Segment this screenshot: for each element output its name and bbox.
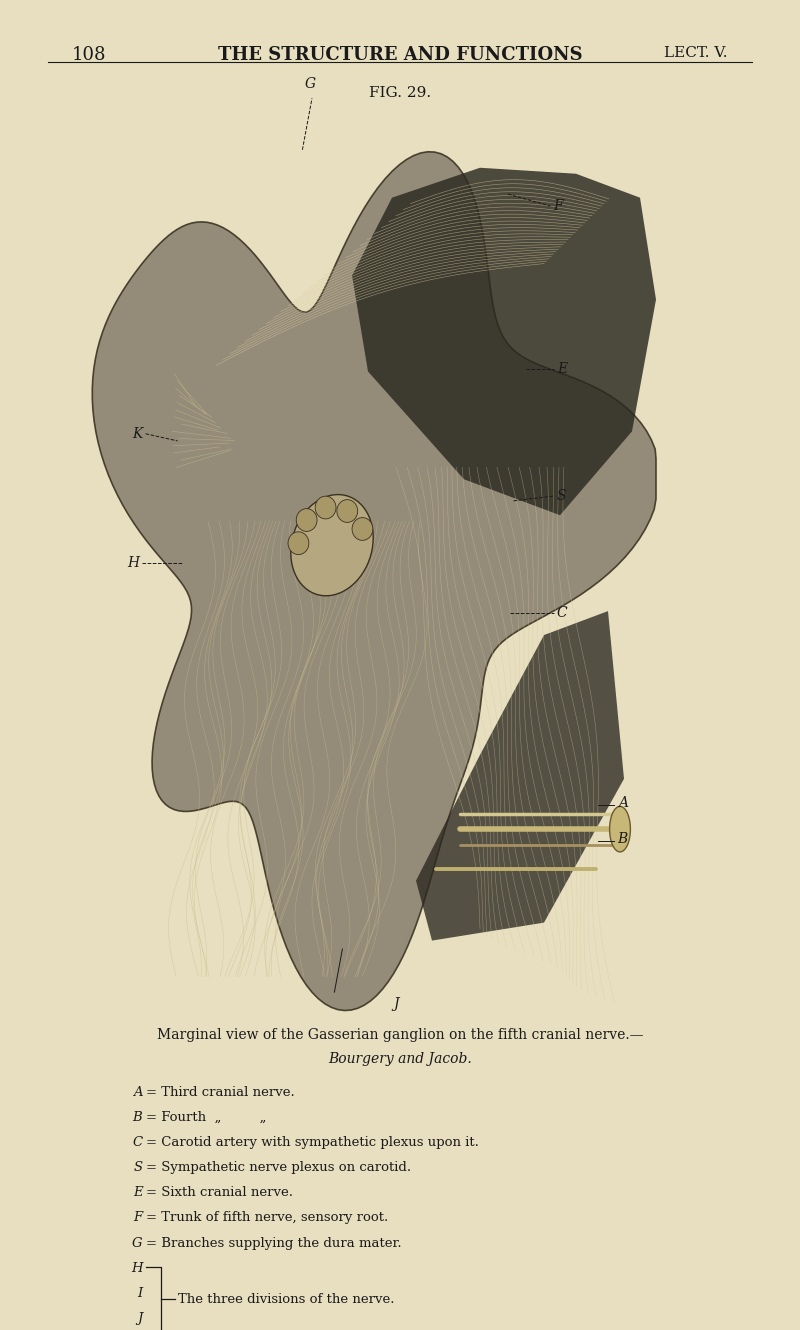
Text: K: K bbox=[132, 427, 142, 440]
Ellipse shape bbox=[296, 508, 317, 532]
Text: = Trunk of fifth nerve, sensory root.: = Trunk of fifth nerve, sensory root. bbox=[146, 1212, 389, 1225]
Text: FIG. 29.: FIG. 29. bbox=[369, 86, 431, 100]
Text: G: G bbox=[132, 1237, 142, 1250]
Ellipse shape bbox=[288, 532, 309, 555]
Ellipse shape bbox=[610, 806, 630, 853]
Text: = Sixth cranial nerve.: = Sixth cranial nerve. bbox=[146, 1186, 294, 1200]
Text: 108: 108 bbox=[72, 45, 106, 64]
Text: H: H bbox=[127, 556, 139, 571]
Text: = Branches supplying the dura mater.: = Branches supplying the dura mater. bbox=[146, 1237, 402, 1250]
Text: E: E bbox=[557, 362, 567, 376]
Polygon shape bbox=[92, 152, 656, 1011]
Text: C: C bbox=[132, 1136, 142, 1149]
Text: LECT. V.: LECT. V. bbox=[665, 45, 728, 60]
Text: B: B bbox=[133, 1111, 142, 1124]
Text: E: E bbox=[133, 1186, 142, 1200]
Text: G: G bbox=[305, 77, 316, 90]
Text: A: A bbox=[133, 1085, 142, 1099]
Text: A: A bbox=[618, 795, 628, 810]
Polygon shape bbox=[352, 168, 656, 515]
Text: B: B bbox=[618, 831, 628, 846]
Text: = Third cranial nerve.: = Third cranial nerve. bbox=[146, 1085, 295, 1099]
Text: F: F bbox=[554, 200, 563, 213]
Text: J: J bbox=[137, 1311, 142, 1325]
Text: = Sympathetic nerve plexus on carotid.: = Sympathetic nerve plexus on carotid. bbox=[146, 1161, 411, 1174]
Ellipse shape bbox=[290, 495, 374, 596]
Text: I: I bbox=[137, 1287, 142, 1299]
Text: H: H bbox=[131, 1262, 142, 1274]
Text: C: C bbox=[557, 606, 567, 621]
Text: = Carotid artery with sympathetic plexus upon it.: = Carotid artery with sympathetic plexus… bbox=[146, 1136, 479, 1149]
Ellipse shape bbox=[315, 496, 336, 519]
Text: Bourgery and Jacob.: Bourgery and Jacob. bbox=[328, 1052, 472, 1067]
Text: The three divisions of the nerve.: The three divisions of the nerve. bbox=[178, 1293, 395, 1306]
Text: F: F bbox=[133, 1212, 142, 1225]
Text: S: S bbox=[557, 489, 566, 503]
Polygon shape bbox=[416, 610, 624, 940]
Text: THE STRUCTURE AND FUNCTIONS: THE STRUCTURE AND FUNCTIONS bbox=[218, 45, 582, 64]
Ellipse shape bbox=[352, 517, 373, 540]
Ellipse shape bbox=[337, 500, 358, 523]
Text: J: J bbox=[394, 998, 399, 1011]
Text: S: S bbox=[134, 1161, 142, 1174]
Text: = Fourth  „         „: = Fourth „ „ bbox=[146, 1111, 266, 1124]
Text: Marginal view of the Gasserian ganglion on the fifth cranial nerve.—: Marginal view of the Gasserian ganglion … bbox=[157, 1028, 643, 1043]
